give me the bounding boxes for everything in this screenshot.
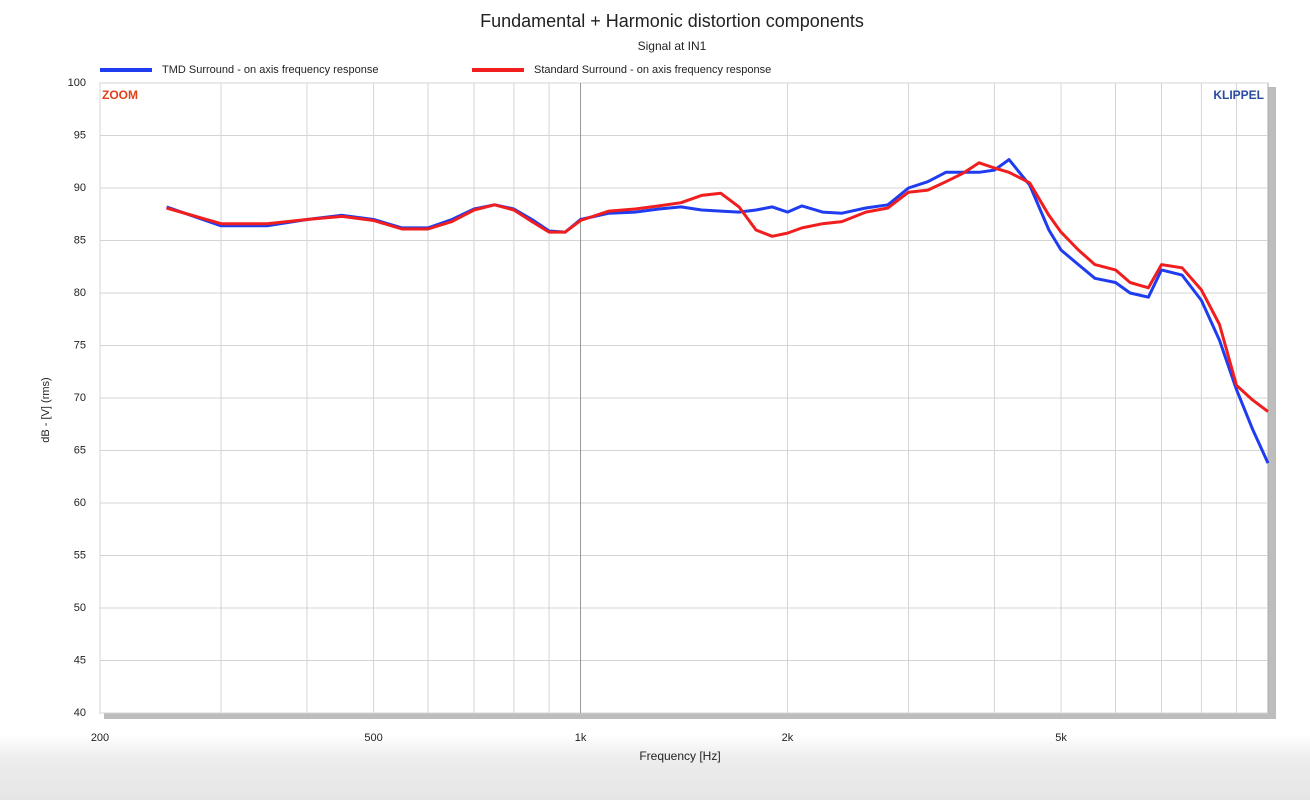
legend-label: Standard Surround - on axis frequency re… (534, 64, 771, 76)
y-tick-label: 95 (74, 129, 86, 141)
y-tick-label: 90 (74, 182, 86, 194)
y-axis-label: dB - [V] (rms) (40, 377, 52, 442)
y-tick-label: 50 (74, 602, 86, 614)
x-axis-label: Frequency [Hz] (639, 749, 720, 763)
x-tick-label: 1k (575, 732, 587, 744)
y-tick-label: 60 (74, 497, 86, 509)
x-tick-label: 200 (91, 732, 109, 744)
brand-annotation: KLIPPEL (1213, 88, 1264, 102)
chart-subtitle: Signal at IN1 (638, 39, 707, 53)
y-tick-label: 45 (74, 654, 86, 666)
y-tick-label: 65 (74, 444, 86, 456)
y-tick-label: 55 (74, 549, 86, 561)
y-tick-label: 75 (74, 339, 86, 351)
x-tick-label: 2k (782, 732, 794, 744)
data-line (166, 161, 1269, 413)
y-tick-label: 40 (74, 707, 86, 719)
y-tick-label: 70 (74, 392, 86, 404)
x-tick-label: 5k (1055, 732, 1067, 744)
legend-label: TMD Surround - on axis frequency respons… (162, 64, 378, 76)
zoom-annotation: ZOOM (102, 88, 138, 102)
y-tick-label: 80 (74, 287, 86, 299)
x-tick-label: 500 (364, 732, 382, 744)
grid (99, 82, 1268, 714)
y-tick-label: 100 (68, 77, 86, 89)
y-tick-label: 85 (74, 234, 86, 246)
chart-title: Fundamental + Harmonic distortion compon… (480, 11, 864, 31)
